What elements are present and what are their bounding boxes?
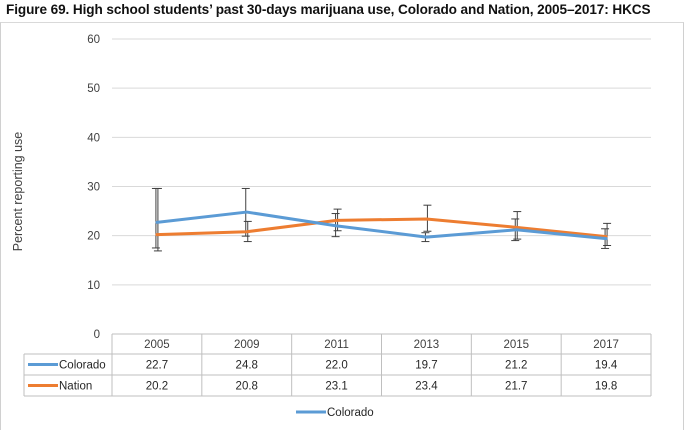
x-category-label-2011: 2011 [324, 339, 349, 351]
y-axis-title: Percent reporting use [11, 132, 25, 252]
table-value-colorado-2009: 24.8 [236, 360, 258, 372]
y-tick-label-40: 40 [87, 132, 100, 144]
legend-label-colorado: Colorado [327, 407, 374, 419]
table-value-nation-2013: 23.4 [415, 381, 438, 393]
y-tick-label-60: 60 [87, 34, 100, 46]
figure-title: Figure 69. High school students’ past 30… [6, 2, 651, 17]
table-value-colorado-2013: 19.7 [415, 360, 437, 372]
x-category-label-2005: 2005 [144, 339, 170, 351]
y-tick-label-20: 20 [87, 231, 100, 243]
table-value-nation-2015: 21.7 [505, 381, 527, 393]
x-category-label-2013: 2013 [414, 339, 440, 351]
table-value-colorado-2011: 22.0 [325, 360, 347, 372]
y-tick-label-50: 50 [87, 83, 100, 95]
table-value-nation-2009: 20.8 [236, 381, 258, 393]
table-value-nation-2011: 23.1 [325, 381, 347, 393]
table-value-colorado-2005: 22.7 [146, 360, 168, 372]
table-series-label-colorado: Colorado [59, 360, 106, 372]
x-category-label-2017: 2017 [593, 339, 619, 351]
x-category-label-2009: 2009 [234, 339, 260, 351]
y-tick-label-30: 30 [87, 182, 100, 194]
series-line-nation [155, 217, 608, 239]
x-category-label-2015: 2015 [503, 339, 529, 351]
table-value-colorado-2015: 21.2 [505, 360, 527, 372]
y-tick-label-10: 10 [87, 280, 100, 292]
table-value-colorado-2017: 19.4 [595, 360, 618, 372]
chart-frame [0, 22, 684, 430]
table-series-label-nation: Nation [59, 381, 92, 393]
series-line-colorado [155, 210, 608, 241]
table-value-nation-2005: 20.2 [146, 381, 168, 393]
table-value-nation-2017: 19.8 [595, 381, 617, 393]
y-tick-label-0: 0 [94, 329, 100, 341]
